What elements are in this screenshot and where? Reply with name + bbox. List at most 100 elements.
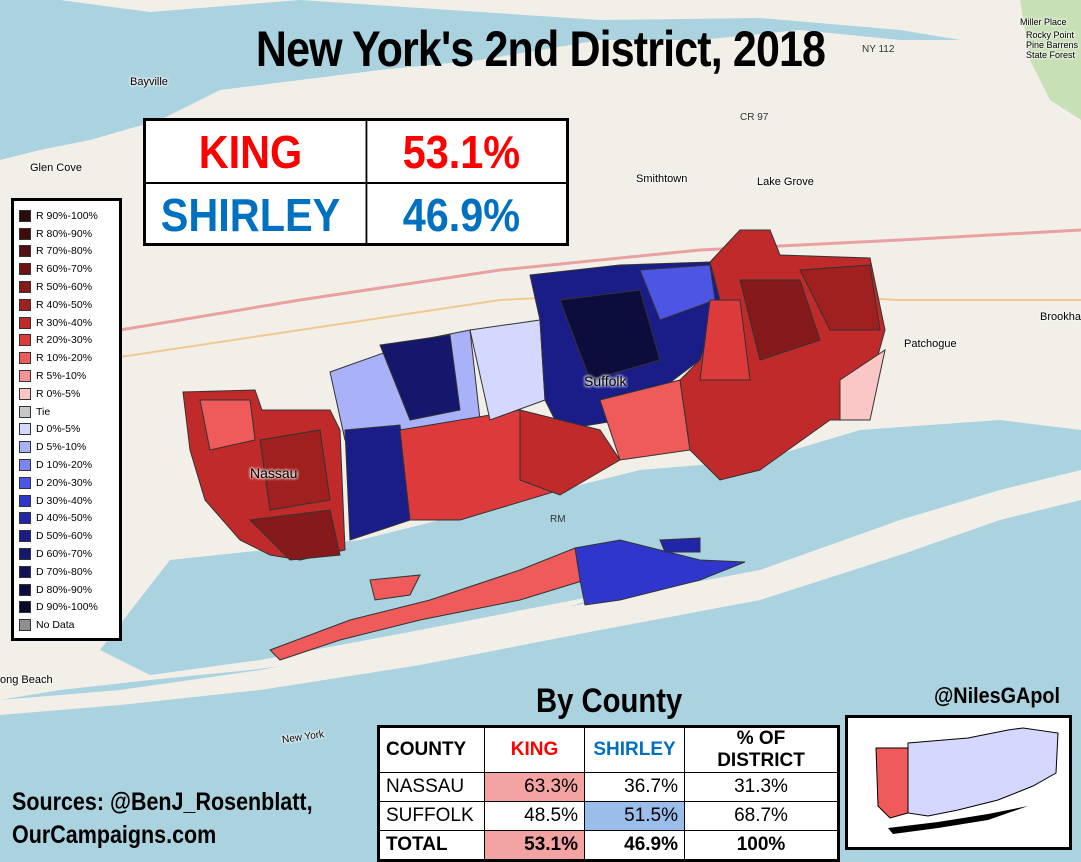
legend-item: R 30%-40%: [19, 314, 114, 332]
legend-swatch: [19, 370, 31, 383]
legend-label: R 40%-50%: [36, 298, 93, 311]
legend-item: D 0%-5%: [19, 421, 114, 439]
candidate-name: KING: [198, 125, 303, 178]
legend-item: D 90%-100%: [19, 599, 114, 617]
table-header-row: COUNTY KING SHIRLEY % OF DISTRICT: [378, 726, 839, 773]
legend-item: D 5%-10%: [19, 438, 114, 456]
legend-item: D 50%-60%: [19, 527, 114, 545]
legend-swatch: [19, 387, 31, 400]
county-table: COUNTY KING SHIRLEY % OF DISTRICT NASSAU…: [377, 725, 840, 862]
rm-label: RM: [550, 514, 566, 525]
legend-item: R 10%-20%: [19, 349, 114, 367]
town-label: Smithtown: [636, 173, 688, 185]
town-label: Glen Cove: [30, 162, 82, 174]
legend-swatch: [19, 352, 31, 365]
col-county: COUNTY: [378, 726, 485, 773]
legend-swatch: [19, 298, 31, 311]
county-cell: TOTAL: [378, 830, 485, 861]
candidate-pct: 53.1%: [365, 121, 556, 182]
inset-nassau: [875, 747, 909, 819]
table-row: NASSAU 63.3% 36.7% 31.3%: [378, 772, 839, 802]
connecticut-shore: [0, 0, 1081, 60]
legend-swatch: [19, 316, 31, 329]
legend-item: R 20%-30%: [19, 332, 114, 350]
town-label: Lake Grove: [757, 176, 814, 188]
legend-item: D 10%-20%: [19, 456, 114, 474]
legend-label: D 80%-90%: [36, 583, 93, 596]
town-label: ong Beach: [0, 674, 53, 686]
legend-label: D 60%-70%: [36, 548, 93, 561]
county-heading: By County: [536, 682, 683, 720]
legend-label: R 70%-80%: [36, 245, 93, 258]
inset-barrier: [888, 806, 1028, 834]
suffolk-label: Suffolk: [584, 373, 627, 389]
legend-item: R 5%-10%: [19, 367, 114, 385]
legend-item: R 70%-80%: [19, 243, 114, 261]
legend-item: No Data: [19, 616, 114, 634]
county-cell: NASSAU: [378, 772, 485, 802]
legend-label: D 70%-80%: [36, 565, 93, 578]
legend-label: R 30%-40%: [36, 316, 93, 329]
legend-swatch: [19, 245, 31, 258]
legend-label: R 10%-20%: [36, 352, 93, 365]
legend-swatch: [19, 281, 31, 294]
legend-label: R 5%-10%: [36, 370, 87, 383]
legend-swatch: [19, 494, 31, 507]
legend-item: R 0%-5%: [19, 385, 114, 403]
legend-label: D 5%-10%: [36, 441, 87, 454]
legend-swatch: [19, 476, 31, 489]
legend-swatch: [19, 565, 31, 578]
col-king: KING: [484, 726, 585, 773]
result-box: KING 53.1% SHIRLEY 46.9%: [143, 118, 569, 246]
sources-line: OurCampaigns.com: [12, 821, 217, 849]
shirley-cell: 51.5%: [584, 801, 685, 831]
legend-item: R 40%-50%: [19, 296, 114, 314]
legend-swatch: [19, 530, 31, 543]
page-title: New York's 2nd District, 2018: [255, 21, 826, 77]
legend-item: D 70%-80%: [19, 563, 114, 581]
expressway: [119, 228, 1081, 332]
town-label: Rocky Point Pine Barrens State Forest: [1026, 30, 1079, 60]
legend-item: D 20%-30%: [19, 474, 114, 492]
table-row: SUFFOLK 48.5% 51.5% 68.7%: [378, 801, 839, 831]
king-cell: 53.1%: [484, 830, 585, 861]
state-forest: [1020, 0, 1081, 120]
result-row-king: KING 53.1%: [146, 121, 566, 182]
king-cell: 48.5%: [484, 801, 585, 831]
legend-item: D 80%-90%: [19, 581, 114, 599]
legend-label: No Data: [36, 619, 75, 632]
legend-item: R 90%-100%: [19, 207, 114, 225]
legend-item: D 40%-50%: [19, 510, 114, 528]
legend-swatch: [19, 619, 31, 632]
legend-swatch: [19, 459, 31, 472]
candidate-pct: 46.9%: [365, 184, 556, 245]
pct-cell: 31.3%: [684, 772, 839, 802]
legend-label: R 0%-5%: [36, 387, 81, 400]
legend-swatch: [19, 405, 31, 418]
legend-swatch: [19, 548, 31, 561]
author-handle: @NilesGApol: [934, 683, 1061, 708]
inset-suffolk: [907, 727, 1059, 817]
legend-label: R 60%-70%: [36, 263, 93, 276]
legend-label: R 90%-100%: [36, 209, 98, 222]
legend-item: Tie: [19, 403, 114, 421]
legend-label: D 50%-60%: [36, 530, 93, 543]
legend-label: R 80%-90%: [36, 227, 93, 240]
legend-swatch: [19, 227, 31, 240]
col-shirley: SHIRLEY: [584, 726, 685, 773]
legend-swatch: [19, 209, 31, 222]
town-label: Bayville: [130, 76, 168, 88]
legend-item: D 60%-70%: [19, 545, 114, 563]
nassau-label: Nassau: [250, 465, 298, 481]
table-row: TOTAL 53.1% 46.9% 100%: [378, 830, 839, 861]
town-label: Patchogue: [904, 338, 957, 350]
legend-swatch: [19, 601, 31, 614]
legend-label: D 90%-100%: [36, 601, 98, 614]
legend-label: Tie: [36, 405, 51, 418]
inset-county-map: [875, 727, 1059, 834]
legend-label: D 40%-50%: [36, 512, 93, 525]
king-cell: 63.3%: [484, 772, 585, 802]
ny112-label: NY 112: [862, 44, 895, 55]
legend-item: R 50%-60%: [19, 278, 114, 296]
pct-cell: 68.7%: [684, 801, 839, 831]
